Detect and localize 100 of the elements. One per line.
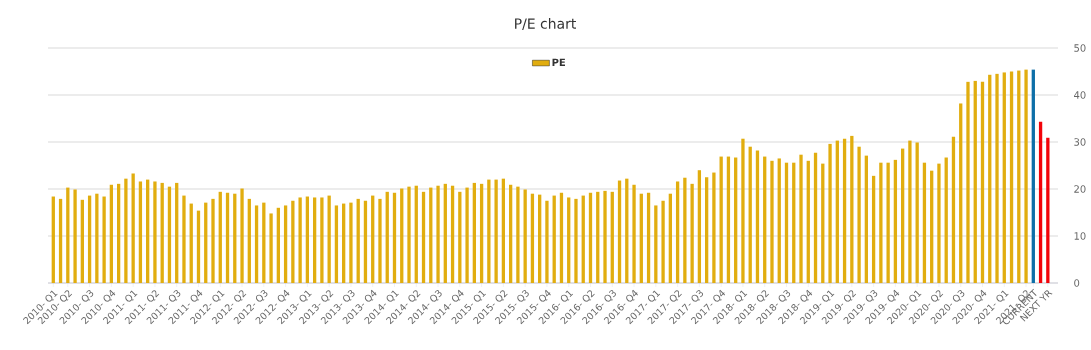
bar — [705, 177, 709, 283]
bar — [741, 138, 745, 283]
bar — [538, 194, 542, 283]
bar — [1024, 69, 1028, 283]
bar — [167, 186, 172, 283]
bar — [639, 193, 643, 283]
bar — [51, 196, 55, 283]
bar — [588, 192, 593, 283]
bar — [189, 203, 193, 283]
bar — [545, 200, 549, 283]
y-tick-label: 40 — [1074, 91, 1086, 99]
bar — [632, 184, 636, 283]
bar — [690, 183, 694, 283]
bar — [443, 183, 447, 283]
bar — [530, 193, 535, 283]
bar — [516, 186, 520, 283]
bar — [813, 152, 818, 283]
bar — [908, 140, 912, 283]
bar — [966, 81, 970, 283]
bar — [487, 179, 491, 283]
bar — [835, 140, 839, 283]
bar — [879, 162, 883, 283]
bar — [922, 162, 927, 283]
bar — [871, 175, 876, 283]
bar — [988, 74, 992, 283]
y-tick-label: 50 — [1074, 44, 1086, 52]
bar — [596, 191, 600, 283]
bar — [559, 192, 564, 283]
bar — [160, 182, 164, 283]
bar — [828, 143, 832, 283]
bar — [80, 199, 84, 283]
bar — [712, 172, 716, 283]
bar — [182, 195, 186, 283]
bar — [944, 157, 948, 283]
bar — [857, 146, 861, 283]
bar — [842, 138, 847, 283]
bar — [283, 205, 288, 283]
bar — [414, 185, 418, 283]
bar — [1002, 72, 1006, 283]
bar — [458, 191, 462, 283]
bar — [327, 195, 331, 283]
y-tick-label: 20 — [1074, 185, 1086, 193]
bar — [269, 213, 273, 283]
bar — [581, 195, 585, 283]
bar — [218, 191, 222, 283]
bar — [262, 202, 266, 283]
bar — [138, 181, 143, 283]
bar — [1017, 70, 1021, 283]
bar — [1031, 69, 1035, 283]
bar — [973, 80, 977, 283]
bar — [617, 180, 622, 283]
bar — [770, 160, 774, 283]
bar — [392, 192, 397, 283]
bar — [233, 193, 237, 283]
bar — [153, 181, 157, 283]
bar — [675, 181, 680, 283]
y-tick-label: 30 — [1074, 138, 1086, 146]
bar — [661, 200, 665, 283]
bar — [1046, 137, 1050, 283]
bar — [204, 202, 208, 283]
bar — [508, 184, 513, 283]
bar — [87, 195, 92, 283]
bar — [893, 159, 898, 283]
bar — [806, 160, 810, 283]
bar — [748, 146, 752, 283]
bar — [886, 162, 890, 283]
bar — [363, 200, 368, 283]
bar — [755, 150, 760, 283]
bar — [552, 195, 556, 283]
bar — [58, 198, 63, 283]
bar — [937, 163, 941, 283]
bar — [211, 198, 215, 283]
bar — [320, 197, 324, 283]
bar — [763, 156, 767, 283]
bar — [102, 196, 106, 283]
bar — [465, 187, 469, 283]
bar — [407, 186, 411, 283]
bar — [683, 177, 687, 283]
bar — [734, 157, 738, 283]
bar — [625, 178, 629, 283]
bar — [247, 198, 251, 283]
y-tick-label: 0 — [1074, 279, 1080, 287]
bar — [146, 179, 150, 283]
bar — [784, 162, 789, 283]
bar — [821, 163, 825, 283]
bar — [574, 198, 578, 283]
bar — [334, 205, 339, 283]
bar — [291, 200, 295, 283]
bar — [930, 170, 934, 283]
bar — [901, 148, 905, 283]
bar — [436, 185, 440, 283]
bar — [1009, 71, 1014, 283]
bar — [356, 198, 360, 283]
bar — [646, 192, 651, 283]
legend-label: PE — [552, 58, 565, 66]
bar — [95, 193, 99, 283]
bar — [668, 193, 672, 283]
bar — [349, 202, 353, 283]
bar — [1038, 121, 1043, 283]
bar — [523, 189, 527, 283]
